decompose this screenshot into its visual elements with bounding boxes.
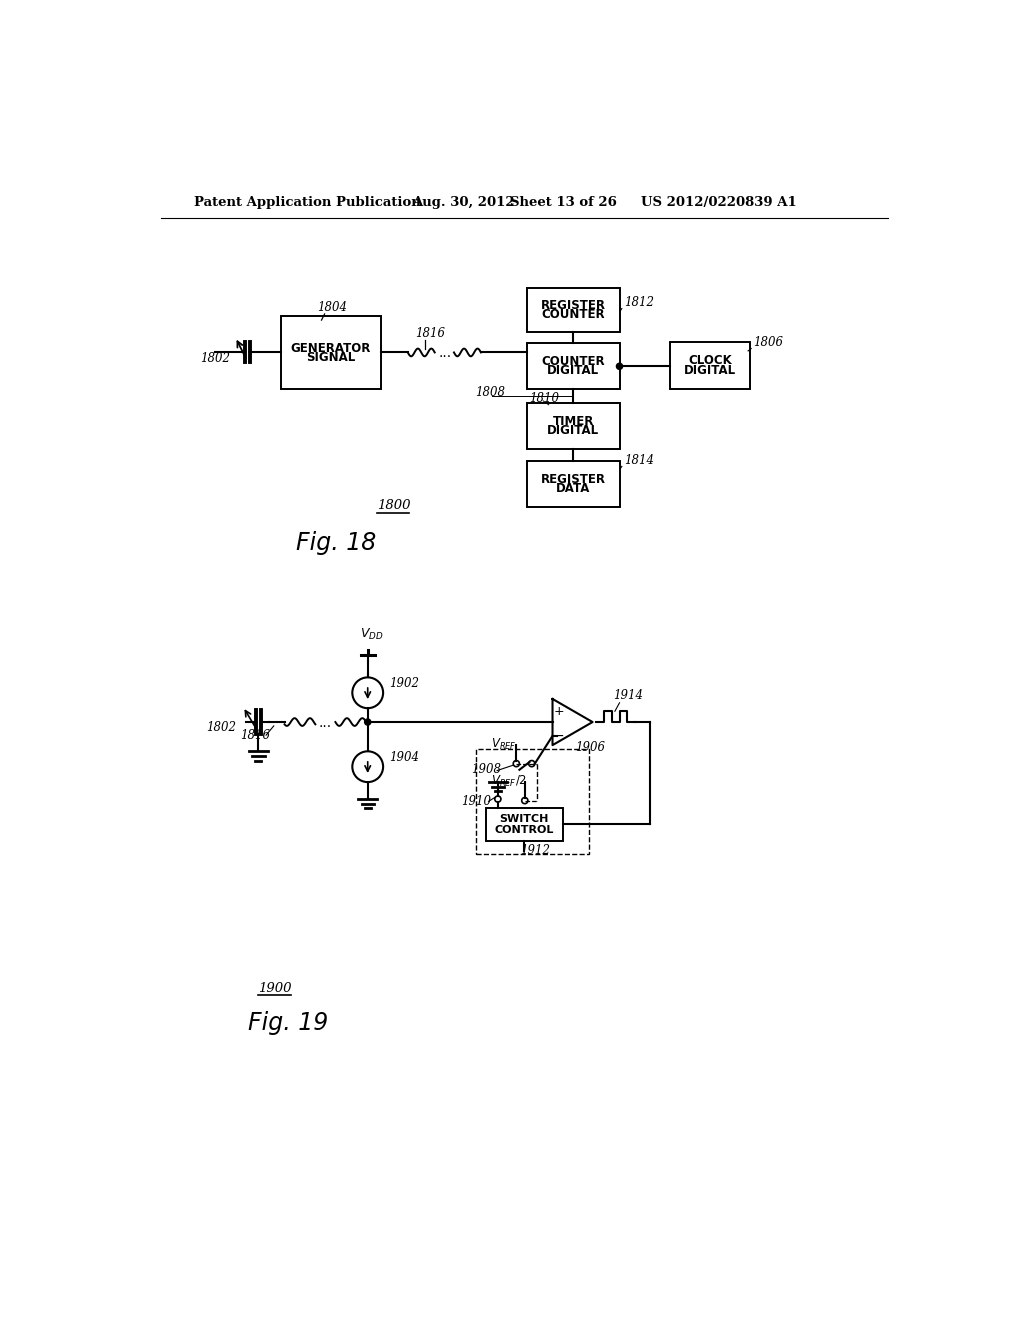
Text: 1910: 1910: [461, 795, 490, 808]
Bar: [527, 343, 620, 389]
Text: 1906: 1906: [575, 742, 605, 754]
Text: 1804: 1804: [316, 301, 347, 314]
Text: $V_{REF}$: $V_{REF}$: [490, 737, 517, 751]
Text: US 2012/0220839 A1: US 2012/0220839 A1: [641, 197, 797, 209]
Text: 1802: 1802: [200, 351, 229, 364]
Text: $V_{DD}$: $V_{DD}$: [360, 627, 384, 643]
Text: SWITCH
CONTROL: SWITCH CONTROL: [495, 813, 554, 836]
Text: SIGNAL: SIGNAL: [306, 351, 355, 364]
Text: COUNTER: COUNTER: [542, 308, 605, 321]
Text: CLOCK: CLOCK: [688, 354, 732, 367]
Text: COUNTER: COUNTER: [542, 355, 605, 368]
Text: DIGITAL: DIGITAL: [547, 364, 599, 378]
Bar: [475, 748, 590, 854]
Text: Aug. 30, 2012: Aug. 30, 2012: [412, 197, 514, 209]
Text: 1902: 1902: [389, 677, 419, 689]
Text: REGISTER: REGISTER: [541, 473, 606, 486]
Text: 1816: 1816: [416, 327, 445, 341]
Text: DIGITAL: DIGITAL: [547, 425, 599, 437]
Text: ...: ...: [318, 715, 332, 730]
Text: TIMER: TIMER: [553, 416, 594, 428]
Text: 1912: 1912: [520, 843, 550, 857]
Text: 1914: 1914: [613, 689, 643, 702]
Circle shape: [365, 719, 371, 725]
Text: 1806: 1806: [753, 337, 782, 350]
Text: Patent Application Publication: Patent Application Publication: [194, 197, 421, 209]
Text: 1812: 1812: [625, 296, 654, 309]
Text: 1900: 1900: [258, 982, 291, 994]
Text: DATA: DATA: [556, 482, 591, 495]
Bar: [281, 317, 381, 389]
Text: 1816: 1816: [241, 729, 270, 742]
Text: Sheet 13 of 26: Sheet 13 of 26: [510, 197, 617, 209]
Text: 1808: 1808: [475, 385, 505, 399]
Text: $V_{REF}/2$: $V_{REF}/2$: [490, 774, 527, 788]
Text: REGISTER: REGISTER: [541, 298, 606, 312]
Text: 1904: 1904: [389, 751, 419, 763]
Bar: [527, 288, 620, 333]
Bar: [670, 342, 751, 389]
Text: DIGITAL: DIGITAL: [684, 363, 736, 376]
Circle shape: [616, 363, 623, 370]
Text: 1800: 1800: [377, 499, 411, 512]
Bar: [527, 461, 620, 507]
Bar: [485, 808, 562, 841]
Text: 1908: 1908: [471, 763, 501, 776]
Text: 1802: 1802: [206, 721, 236, 734]
Text: −: −: [553, 729, 564, 743]
Bar: [527, 404, 620, 449]
Text: +: +: [553, 705, 564, 718]
Text: GENERATOR: GENERATOR: [291, 342, 371, 355]
Text: Fig. 18: Fig. 18: [296, 531, 377, 554]
Text: 1814: 1814: [625, 454, 654, 467]
Text: Fig. 19: Fig. 19: [248, 1011, 328, 1035]
Text: 1810: 1810: [529, 392, 559, 405]
Text: ...: ...: [438, 346, 452, 360]
